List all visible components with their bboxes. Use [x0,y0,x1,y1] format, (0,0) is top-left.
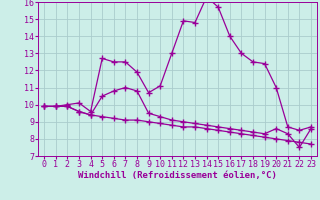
X-axis label: Windchill (Refroidissement éolien,°C): Windchill (Refroidissement éolien,°C) [78,171,277,180]
